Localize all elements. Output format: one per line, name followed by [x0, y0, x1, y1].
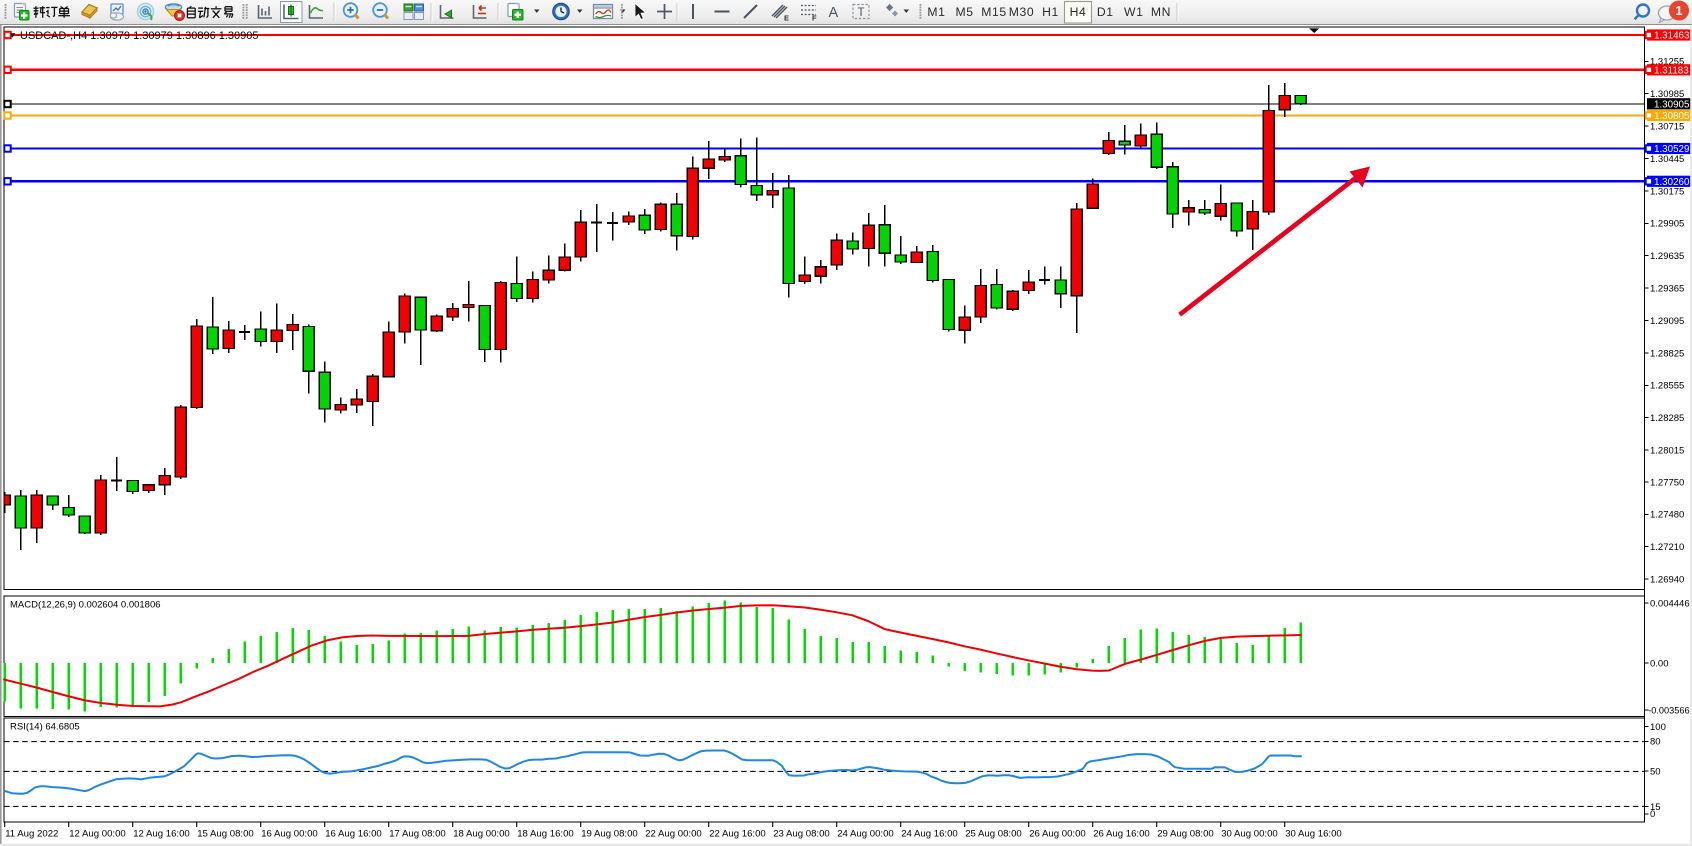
svg-text:0.00: 0.00: [1650, 658, 1669, 669]
svg-text:26 Aug 16:00: 26 Aug 16:00: [1093, 829, 1150, 840]
svg-text:18 Aug 16:00: 18 Aug 16:00: [517, 829, 574, 840]
svg-text:1: 1: [1675, 3, 1682, 18]
svg-text:M5: M5: [956, 5, 974, 19]
svg-text:1.31463: 1.31463: [1654, 31, 1690, 42]
svg-text:16 Aug 00:00: 16 Aug 00:00: [261, 829, 318, 840]
svg-text:24 Aug 16:00: 24 Aug 16:00: [901, 829, 958, 840]
svg-text:17 Aug 08:00: 17 Aug 08:00: [389, 829, 446, 840]
svg-text:H1: H1: [1042, 5, 1059, 19]
svg-text:29 Aug 08:00: 29 Aug 08:00: [1157, 829, 1214, 840]
svg-text:MN: MN: [1151, 5, 1171, 19]
svg-text:100: 100: [1650, 722, 1666, 733]
svg-text:1.29365: 1.29365: [1650, 284, 1684, 295]
svg-text:1.29635: 1.29635: [1650, 251, 1684, 262]
svg-text:M1: M1: [927, 5, 945, 19]
svg-text:1.30985: 1.30985: [1650, 89, 1684, 100]
svg-text:1.26940: 1.26940: [1650, 575, 1684, 586]
svg-text:1.29095: 1.29095: [1650, 316, 1684, 327]
svg-text:0: 0: [1650, 809, 1655, 820]
svg-text:11 Aug 2022: 11 Aug 2022: [5, 829, 58, 840]
svg-text:23 Aug 08:00: 23 Aug 08:00: [773, 829, 830, 840]
svg-text:26 Aug 00:00: 26 Aug 00:00: [1029, 829, 1086, 840]
svg-text:M30: M30: [1009, 5, 1035, 19]
svg-text:12 Aug 16:00: 12 Aug 16:00: [133, 829, 190, 840]
svg-text:15 Aug 08:00: 15 Aug 08:00: [197, 829, 254, 840]
svg-text:1.27210: 1.27210: [1650, 542, 1684, 553]
svg-text:1.28015: 1.28015: [1650, 446, 1684, 457]
svg-text:1.28285: 1.28285: [1650, 413, 1684, 424]
svg-text:1.30529: 1.30529: [1654, 144, 1689, 155]
svg-text:25 Aug 08:00: 25 Aug 08:00: [965, 829, 1022, 840]
svg-text:1.30905: 1.30905: [1654, 99, 1690, 110]
svg-text:1.30445: 1.30445: [1650, 154, 1684, 165]
svg-text:0.004446: 0.004446: [1650, 598, 1690, 609]
svg-text:F: F: [812, 14, 817, 23]
svg-text:-0.003566: -0.003566: [1648, 705, 1689, 715]
svg-text:24 Aug 00:00: 24 Aug 00:00: [837, 829, 894, 840]
svg-text:1.29905: 1.29905: [1650, 219, 1684, 230]
svg-text:12 Aug 00:00: 12 Aug 00:00: [69, 829, 126, 840]
svg-text:1.27480: 1.27480: [1650, 510, 1684, 521]
svg-text:18 Aug 00:00: 18 Aug 00:00: [453, 829, 510, 840]
svg-text:D1: D1: [1097, 5, 1114, 19]
svg-text:1.31183: 1.31183: [1654, 65, 1689, 76]
svg-text:50: 50: [1650, 766, 1661, 777]
svg-text:USDCAD-,H4 1.30979 1.30979 1.: USDCAD-,H4 1.30979 1.30979 1.30896 1.309…: [20, 30, 259, 42]
svg-text:1.28555: 1.28555: [1650, 381, 1684, 392]
svg-text:1.28825: 1.28825: [1650, 348, 1684, 359]
svg-text:A: A: [829, 5, 839, 21]
svg-text:1.30715: 1.30715: [1650, 122, 1684, 133]
svg-text:16 Aug 16:00: 16 Aug 16:00: [325, 829, 382, 840]
svg-text:E: E: [784, 14, 789, 23]
svg-text:1.30175: 1.30175: [1650, 186, 1684, 197]
svg-text:19 Aug 08:00: 19 Aug 08:00: [581, 829, 638, 840]
svg-text:1.27750: 1.27750: [1650, 477, 1684, 488]
svg-text:30 Aug 00:00: 30 Aug 00:00: [1221, 829, 1278, 840]
svg-text:T: T: [858, 7, 865, 19]
svg-text:22 Aug 16:00: 22 Aug 16:00: [709, 829, 766, 840]
svg-text:15: 15: [1650, 802, 1661, 813]
svg-text:H4: H4: [1070, 5, 1087, 19]
svg-text:80: 80: [1650, 737, 1661, 748]
svg-text:22 Aug 00:00: 22 Aug 00:00: [645, 829, 702, 840]
svg-text:1.31255: 1.31255: [1650, 57, 1684, 68]
svg-text:MACD(12,26,9) 0.002604 0.00180: MACD(12,26,9) 0.002604 0.001806: [10, 600, 161, 611]
svg-text:1.30805: 1.30805: [1654, 111, 1690, 122]
svg-text:RSI(14) 64.6805: RSI(14) 64.6805: [10, 722, 80, 733]
svg-text:30 Aug 16:00: 30 Aug 16:00: [1285, 829, 1342, 840]
svg-text:W1: W1: [1124, 5, 1143, 19]
svg-text:M15: M15: [981, 5, 1007, 19]
svg-text:1.30260: 1.30260: [1654, 177, 1690, 188]
